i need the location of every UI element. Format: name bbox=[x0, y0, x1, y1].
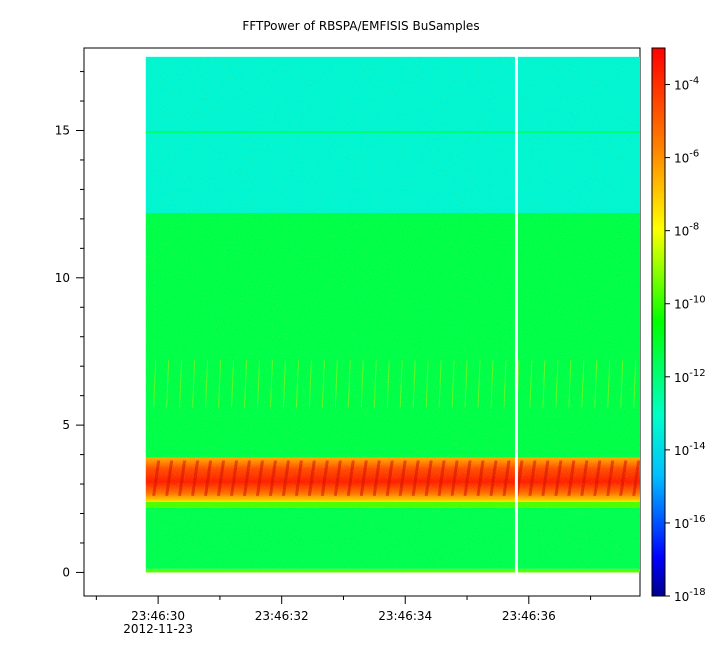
colorbar-tick-base: 10 bbox=[674, 298, 689, 312]
colorbar-tick-label: 10-4 bbox=[674, 76, 699, 93]
colorbar-tick-label: 10-12 bbox=[674, 368, 706, 385]
colorbar-tick-label: 10-16 bbox=[674, 514, 706, 531]
colorbar-tick-label: 10-10 bbox=[674, 295, 706, 312]
x-tick-label: 23:46:32 bbox=[255, 609, 309, 623]
y-tick-label: 0 bbox=[62, 565, 70, 579]
x-axis: 23:46:30 23:46:32 23:46:34 23:46:36 bbox=[95, 596, 592, 623]
colorbar-tick-exponent: -14 bbox=[689, 441, 705, 452]
y-tick-label: 5 bbox=[62, 418, 70, 432]
colorbar-tick-exponent: -8 bbox=[689, 222, 699, 233]
colorbar-tick-base: 10 bbox=[674, 517, 689, 531]
x-tick-label: 23:46:34 bbox=[378, 609, 432, 623]
noise-texture bbox=[145, 56, 640, 573]
colorbar-tick-exponent: -18 bbox=[689, 587, 705, 598]
colorbar-tick-base: 10 bbox=[674, 444, 689, 458]
y-axis: 0 5 10 15 bbox=[55, 71, 84, 579]
y-tick-label: 10 bbox=[55, 271, 70, 285]
colorbar-tick-base: 10 bbox=[674, 225, 689, 239]
colorbar-scale bbox=[651, 47, 666, 597]
colorbar-tick-label: 10-14 bbox=[674, 441, 706, 458]
colorbar-tick-label: 10-6 bbox=[674, 149, 699, 166]
plot-area bbox=[83, 47, 641, 597]
y-tick-label: 15 bbox=[55, 123, 70, 137]
colorbar-tick-base: 10 bbox=[674, 590, 689, 604]
colorbar-tick-exponent: -12 bbox=[689, 368, 705, 379]
colorbar-tick-exponent: -6 bbox=[689, 149, 699, 160]
colorbar-tick-base: 10 bbox=[674, 152, 689, 166]
colorbar-tick-label: 10-8 bbox=[674, 222, 699, 239]
x-date-label: 2012-11-23 bbox=[123, 622, 193, 636]
colorbar-tick-label: 10-18 bbox=[674, 587, 706, 604]
x-tick-label: 23:46:30 bbox=[131, 609, 185, 623]
data-gap bbox=[514, 55, 518, 574]
colorbar-tick-base: 10 bbox=[674, 371, 689, 385]
colorbar-tick-exponent: -10 bbox=[689, 295, 705, 306]
colorbar-tick-exponent: -16 bbox=[689, 514, 705, 525]
colorbar-tick-exponent: -4 bbox=[689, 76, 699, 87]
x-tick-label: 23:46:36 bbox=[502, 609, 556, 623]
chart-title: FFTPower of RBSPA/EMFISIS BuSamples bbox=[242, 19, 479, 33]
colorbar-tick-base: 10 bbox=[674, 79, 689, 93]
